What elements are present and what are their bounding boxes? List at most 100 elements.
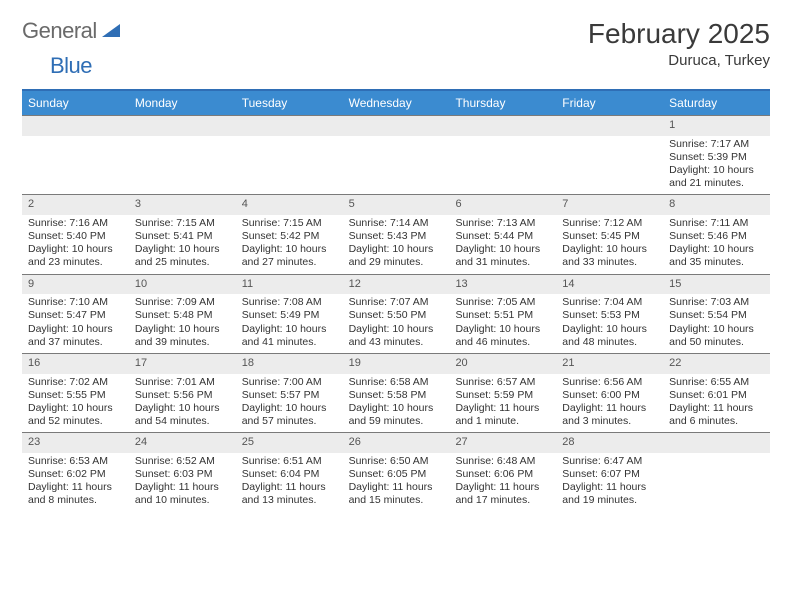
sunset-text: Sunset: 6:01 PM xyxy=(669,389,764,402)
sunset-text: Sunset: 5:44 PM xyxy=(455,230,550,243)
day-number: 10 xyxy=(129,275,236,295)
sunrise-text: Sunrise: 6:47 AM xyxy=(562,455,657,468)
day-cell: 13Sunrise: 7:05 AMSunset: 5:51 PMDayligh… xyxy=(449,275,556,353)
day-number: 21 xyxy=(556,354,663,374)
day-body: Sunrise: 7:15 AMSunset: 5:42 PMDaylight:… xyxy=(236,217,343,274)
sunrise-text: Sunrise: 6:57 AM xyxy=(455,376,550,389)
sunset-text: Sunset: 5:42 PM xyxy=(242,230,337,243)
day-cell: 11Sunrise: 7:08 AMSunset: 5:49 PMDayligh… xyxy=(236,275,343,353)
day-body: Sunrise: 7:16 AMSunset: 5:40 PMDaylight:… xyxy=(22,217,129,274)
sunset-text: Sunset: 5:43 PM xyxy=(349,230,444,243)
sunrise-text: Sunrise: 6:58 AM xyxy=(349,376,444,389)
dow-thursday: Thursday xyxy=(449,91,556,115)
logo-text-1: General xyxy=(22,18,97,44)
day-cell: 26Sunrise: 6:50 AMSunset: 6:05 PMDayligh… xyxy=(343,433,450,511)
weeks-container: 1Sunrise: 7:17 AMSunset: 5:39 PMDaylight… xyxy=(22,115,770,511)
sunrise-text: Sunrise: 7:10 AM xyxy=(28,296,123,309)
day-number: 11 xyxy=(236,275,343,295)
day-cell: 28Sunrise: 6:47 AMSunset: 6:07 PMDayligh… xyxy=(556,433,663,511)
sunset-text: Sunset: 5:56 PM xyxy=(135,389,230,402)
sunrise-text: Sunrise: 7:11 AM xyxy=(669,217,764,230)
daylight-text: Daylight: 10 hours and 35 minutes. xyxy=(669,243,764,269)
dow-tuesday: Tuesday xyxy=(236,91,343,115)
day-cell: 8Sunrise: 7:11 AMSunset: 5:46 PMDaylight… xyxy=(663,195,770,273)
title-block: February 2025 Duruca, Turkey xyxy=(588,18,770,69)
day-body: Sunrise: 7:14 AMSunset: 5:43 PMDaylight:… xyxy=(343,217,450,274)
sunrise-text: Sunrise: 7:05 AM xyxy=(455,296,550,309)
calendar-page: General February 2025 Duruca, Turkey Blu… xyxy=(0,0,792,529)
logo-text-2: Blue xyxy=(50,53,92,78)
day-body: Sunrise: 6:52 AMSunset: 6:03 PMDaylight:… xyxy=(129,455,236,512)
day-cell: 19Sunrise: 6:58 AMSunset: 5:58 PMDayligh… xyxy=(343,354,450,432)
week-row: 16Sunrise: 7:02 AMSunset: 5:55 PMDayligh… xyxy=(22,353,770,432)
day-number: 6 xyxy=(449,195,556,215)
daylight-text: Daylight: 10 hours and 27 minutes. xyxy=(242,243,337,269)
sunset-text: Sunset: 5:55 PM xyxy=(28,389,123,402)
day-body: Sunrise: 7:10 AMSunset: 5:47 PMDaylight:… xyxy=(22,296,129,353)
day-body: Sunrise: 7:03 AMSunset: 5:54 PMDaylight:… xyxy=(663,296,770,353)
daylight-text: Daylight: 10 hours and 46 minutes. xyxy=(455,323,550,349)
sunset-text: Sunset: 5:53 PM xyxy=(562,309,657,322)
day-number: 9 xyxy=(22,275,129,295)
daylight-text: Daylight: 10 hours and 52 minutes. xyxy=(28,402,123,428)
day-cell: 6Sunrise: 7:13 AMSunset: 5:44 PMDaylight… xyxy=(449,195,556,273)
day-cell: 2Sunrise: 7:16 AMSunset: 5:40 PMDaylight… xyxy=(22,195,129,273)
week-row: 9Sunrise: 7:10 AMSunset: 5:47 PMDaylight… xyxy=(22,274,770,353)
sunset-text: Sunset: 5:58 PM xyxy=(349,389,444,402)
daylight-text: Daylight: 11 hours and 19 minutes. xyxy=(562,481,657,507)
sunrise-text: Sunrise: 7:15 AM xyxy=(242,217,337,230)
sunrise-text: Sunrise: 6:48 AM xyxy=(455,455,550,468)
day-body: Sunrise: 7:01 AMSunset: 5:56 PMDaylight:… xyxy=(129,376,236,433)
daylight-text: Daylight: 10 hours and 21 minutes. xyxy=(669,164,764,190)
daylight-text: Daylight: 10 hours and 33 minutes. xyxy=(562,243,657,269)
day-number: 4 xyxy=(236,195,343,215)
daylight-text: Daylight: 10 hours and 48 minutes. xyxy=(562,323,657,349)
day-cell: 7Sunrise: 7:12 AMSunset: 5:45 PMDaylight… xyxy=(556,195,663,273)
day-number xyxy=(129,116,236,136)
day-cell: 1Sunrise: 7:17 AMSunset: 5:39 PMDaylight… xyxy=(663,116,770,194)
day-body: Sunrise: 6:51 AMSunset: 6:04 PMDaylight:… xyxy=(236,455,343,512)
day-cell: 15Sunrise: 7:03 AMSunset: 5:54 PMDayligh… xyxy=(663,275,770,353)
sunset-text: Sunset: 5:54 PM xyxy=(669,309,764,322)
day-body: Sunrise: 6:57 AMSunset: 5:59 PMDaylight:… xyxy=(449,376,556,433)
sunrise-text: Sunrise: 7:13 AM xyxy=(455,217,550,230)
daylight-text: Daylight: 10 hours and 29 minutes. xyxy=(349,243,444,269)
daylight-text: Daylight: 10 hours and 50 minutes. xyxy=(669,323,764,349)
sunrise-text: Sunrise: 7:03 AM xyxy=(669,296,764,309)
day-of-week-row: Sunday Monday Tuesday Wednesday Thursday… xyxy=(22,91,770,115)
daylight-text: Daylight: 10 hours and 54 minutes. xyxy=(135,402,230,428)
day-number xyxy=(236,116,343,136)
day-number xyxy=(556,116,663,136)
dow-saturday: Saturday xyxy=(663,91,770,115)
calendar-grid: Sunday Monday Tuesday Wednesday Thursday… xyxy=(22,89,770,511)
sunrise-text: Sunrise: 7:17 AM xyxy=(669,138,764,151)
day-number: 7 xyxy=(556,195,663,215)
day-number: 14 xyxy=(556,275,663,295)
daylight-text: Daylight: 10 hours and 39 minutes. xyxy=(135,323,230,349)
sunrise-text: Sunrise: 7:04 AM xyxy=(562,296,657,309)
day-body: Sunrise: 7:07 AMSunset: 5:50 PMDaylight:… xyxy=(343,296,450,353)
day-cell: 21Sunrise: 6:56 AMSunset: 6:00 PMDayligh… xyxy=(556,354,663,432)
daylight-text: Daylight: 11 hours and 15 minutes. xyxy=(349,481,444,507)
sunrise-text: Sunrise: 7:08 AM xyxy=(242,296,337,309)
daylight-text: Daylight: 10 hours and 23 minutes. xyxy=(28,243,123,269)
day-cell xyxy=(663,433,770,511)
day-number: 5 xyxy=(343,195,450,215)
sunrise-text: Sunrise: 7:14 AM xyxy=(349,217,444,230)
sunset-text: Sunset: 5:57 PM xyxy=(242,389,337,402)
day-number: 27 xyxy=(449,433,556,453)
day-body: Sunrise: 7:04 AMSunset: 5:53 PMDaylight:… xyxy=(556,296,663,353)
day-cell xyxy=(236,116,343,194)
day-number: 28 xyxy=(556,433,663,453)
day-number: 20 xyxy=(449,354,556,374)
day-number xyxy=(343,116,450,136)
day-body: Sunrise: 7:17 AMSunset: 5:39 PMDaylight:… xyxy=(663,138,770,195)
day-cell: 10Sunrise: 7:09 AMSunset: 5:48 PMDayligh… xyxy=(129,275,236,353)
daylight-text: Daylight: 11 hours and 17 minutes. xyxy=(455,481,550,507)
day-cell: 3Sunrise: 7:15 AMSunset: 5:41 PMDaylight… xyxy=(129,195,236,273)
dow-friday: Friday xyxy=(556,91,663,115)
day-body: Sunrise: 7:09 AMSunset: 5:48 PMDaylight:… xyxy=(129,296,236,353)
day-number: 1 xyxy=(663,116,770,136)
day-body: Sunrise: 6:55 AMSunset: 6:01 PMDaylight:… xyxy=(663,376,770,433)
sunrise-text: Sunrise: 7:07 AM xyxy=(349,296,444,309)
